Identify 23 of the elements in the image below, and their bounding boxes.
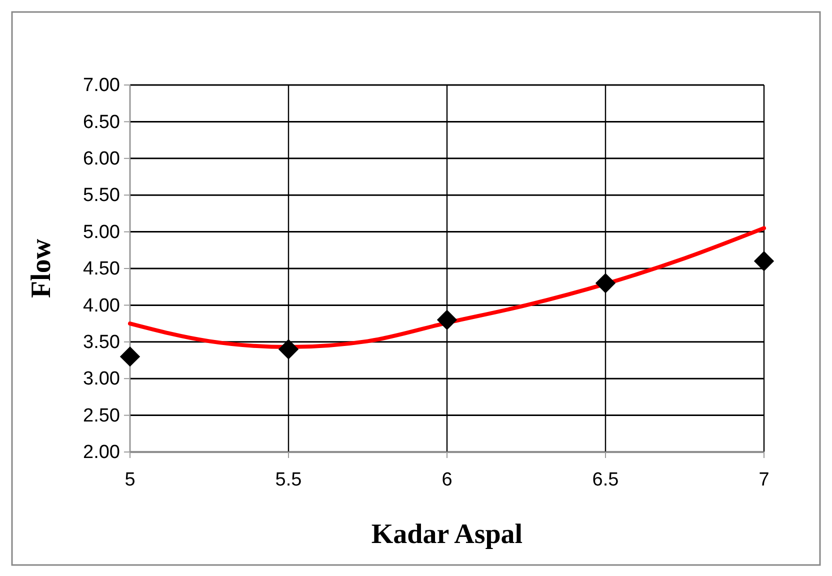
x-tick-label: 6 bbox=[442, 469, 452, 490]
x-axis-title: Kadar Aspal bbox=[371, 519, 523, 550]
y-tick-label: 7.00 bbox=[83, 75, 120, 96]
y-tick-label: 3.50 bbox=[83, 332, 120, 353]
point bbox=[278, 339, 299, 360]
y-axis-title: Flow bbox=[26, 238, 57, 298]
x-tick-label: 5.5 bbox=[275, 469, 302, 490]
point bbox=[436, 310, 458, 330]
x-tick-label: 5 bbox=[124, 469, 136, 490]
y-tick-label: 4.50 bbox=[83, 258, 120, 280]
x-tick-label: 7 bbox=[758, 469, 770, 490]
point bbox=[595, 273, 616, 294]
y-tick-label: 5.00 bbox=[83, 222, 120, 243]
x-tick-label: 6.5 bbox=[592, 469, 619, 490]
y-tick-label: 2.50 bbox=[83, 405, 120, 426]
point bbox=[120, 346, 140, 367]
y-tick-label: 5.50 bbox=[83, 185, 120, 206]
y-tick-label: 6.00 bbox=[83, 148, 120, 170]
point bbox=[754, 251, 774, 272]
y-tick-label: 3.00 bbox=[83, 368, 120, 390]
y-tick-label: 6.50 bbox=[83, 112, 120, 133]
y-tick-label: 4.00 bbox=[83, 295, 120, 316]
y-tick-label: 2.00 bbox=[83, 442, 120, 464]
